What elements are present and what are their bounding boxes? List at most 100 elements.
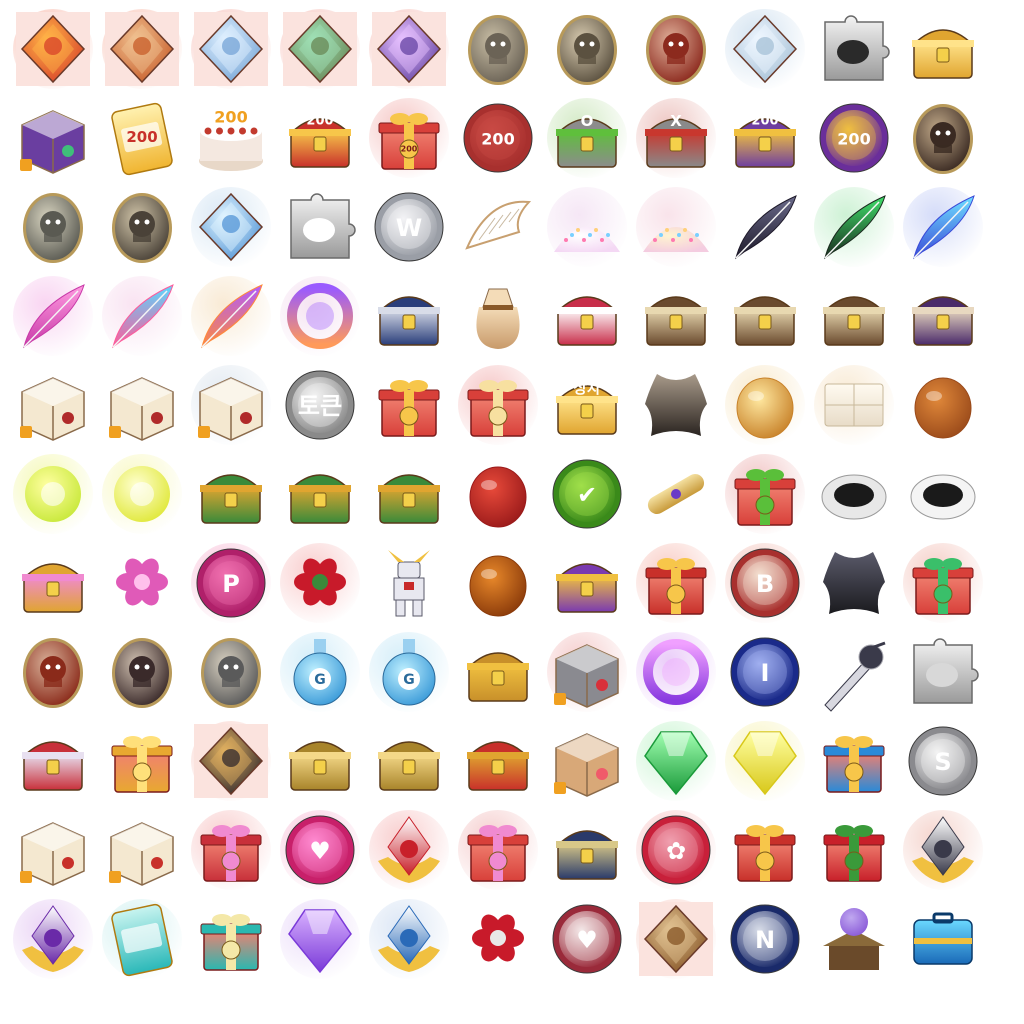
- item-slot[interactable]: 200: [364, 93, 453, 182]
- item-slot[interactable]: [8, 805, 97, 894]
- item-slot[interactable]: 토큰: [275, 360, 364, 449]
- item-slot[interactable]: [631, 271, 720, 360]
- item-slot[interactable]: [898, 360, 987, 449]
- item-slot[interactable]: [631, 360, 720, 449]
- item-slot[interactable]: N: [720, 894, 809, 983]
- item-slot[interactable]: [542, 716, 631, 805]
- item-slot[interactable]: O: [542, 93, 631, 182]
- item-slot[interactable]: I: [720, 627, 809, 716]
- item-slot[interactable]: [809, 182, 898, 271]
- item-slot[interactable]: [186, 716, 275, 805]
- item-slot[interactable]: S: [898, 716, 987, 805]
- item-slot[interactable]: [97, 805, 186, 894]
- item-slot[interactable]: [453, 538, 542, 627]
- item-slot[interactable]: [453, 182, 542, 271]
- item-slot[interactable]: X: [631, 93, 720, 182]
- item-slot[interactable]: [275, 271, 364, 360]
- item-slot[interactable]: 200: [809, 93, 898, 182]
- item-slot[interactable]: [720, 271, 809, 360]
- item-slot[interactable]: [275, 538, 364, 627]
- item-slot[interactable]: [364, 4, 453, 93]
- item-slot[interactable]: [898, 538, 987, 627]
- item-slot[interactable]: [898, 93, 987, 182]
- item-slot[interactable]: [364, 360, 453, 449]
- item-slot[interactable]: [631, 538, 720, 627]
- item-slot[interactable]: [898, 271, 987, 360]
- item-slot[interactable]: [97, 360, 186, 449]
- item-slot[interactable]: [8, 271, 97, 360]
- item-slot[interactable]: [8, 627, 97, 716]
- item-slot[interactable]: 상자: [542, 360, 631, 449]
- item-slot[interactable]: [275, 716, 364, 805]
- item-slot[interactable]: 200: [97, 93, 186, 182]
- item-slot[interactable]: 200: [275, 93, 364, 182]
- item-slot[interactable]: [453, 271, 542, 360]
- item-slot[interactable]: [275, 4, 364, 93]
- item-slot[interactable]: [542, 627, 631, 716]
- item-slot[interactable]: [542, 4, 631, 93]
- item-slot[interactable]: [453, 627, 542, 716]
- item-slot[interactable]: [275, 894, 364, 983]
- item-slot[interactable]: [8, 4, 97, 93]
- item-slot[interactable]: [97, 894, 186, 983]
- item-slot[interactable]: [809, 716, 898, 805]
- item-slot[interactable]: ♥: [542, 894, 631, 983]
- item-slot[interactable]: [186, 271, 275, 360]
- item-slot[interactable]: [809, 538, 898, 627]
- item-slot[interactable]: [186, 4, 275, 93]
- item-slot[interactable]: [720, 4, 809, 93]
- item-slot[interactable]: [631, 716, 720, 805]
- item-slot[interactable]: [720, 360, 809, 449]
- item-slot[interactable]: [898, 894, 987, 983]
- item-slot[interactable]: [364, 538, 453, 627]
- item-slot[interactable]: [97, 538, 186, 627]
- item-slot[interactable]: [364, 449, 453, 538]
- item-slot[interactable]: [720, 182, 809, 271]
- item-slot[interactable]: [898, 4, 987, 93]
- item-slot[interactable]: [453, 449, 542, 538]
- item-slot[interactable]: [364, 894, 453, 983]
- item-slot[interactable]: [720, 449, 809, 538]
- item-slot[interactable]: G: [275, 627, 364, 716]
- item-slot[interactable]: [364, 271, 453, 360]
- item-slot[interactable]: [97, 4, 186, 93]
- item-slot[interactable]: [453, 360, 542, 449]
- item-slot[interactable]: [275, 182, 364, 271]
- item-slot[interactable]: G: [364, 627, 453, 716]
- item-slot[interactable]: [631, 449, 720, 538]
- item-slot[interactable]: [97, 449, 186, 538]
- item-slot[interactable]: B: [720, 538, 809, 627]
- item-slot[interactable]: [631, 627, 720, 716]
- item-slot[interactable]: P: [186, 538, 275, 627]
- item-slot[interactable]: 200: [186, 93, 275, 182]
- item-slot[interactable]: [809, 805, 898, 894]
- item-slot[interactable]: [97, 271, 186, 360]
- item-slot[interactable]: [8, 538, 97, 627]
- item-slot[interactable]: [809, 449, 898, 538]
- item-slot[interactable]: [186, 627, 275, 716]
- item-slot[interactable]: [97, 627, 186, 716]
- item-slot[interactable]: [97, 716, 186, 805]
- item-slot[interactable]: [453, 716, 542, 805]
- item-slot[interactable]: [809, 894, 898, 983]
- item-slot[interactable]: [542, 182, 631, 271]
- item-slot[interactable]: [8, 93, 97, 182]
- item-slot[interactable]: [809, 627, 898, 716]
- item-slot[interactable]: [186, 360, 275, 449]
- item-slot[interactable]: [631, 4, 720, 93]
- item-slot[interactable]: ✔: [542, 449, 631, 538]
- item-slot[interactable]: [631, 894, 720, 983]
- item-slot[interactable]: [898, 449, 987, 538]
- item-slot[interactable]: [898, 805, 987, 894]
- item-slot[interactable]: [8, 360, 97, 449]
- item-slot[interactable]: [453, 805, 542, 894]
- item-slot[interactable]: ✿: [631, 805, 720, 894]
- item-slot[interactable]: 200: [720, 93, 809, 182]
- item-slot[interactable]: [809, 271, 898, 360]
- item-slot[interactable]: [809, 4, 898, 93]
- item-slot[interactable]: [453, 4, 542, 93]
- item-slot[interactable]: 200: [453, 93, 542, 182]
- item-slot[interactable]: [8, 894, 97, 983]
- item-slot[interactable]: [186, 449, 275, 538]
- item-slot[interactable]: [364, 805, 453, 894]
